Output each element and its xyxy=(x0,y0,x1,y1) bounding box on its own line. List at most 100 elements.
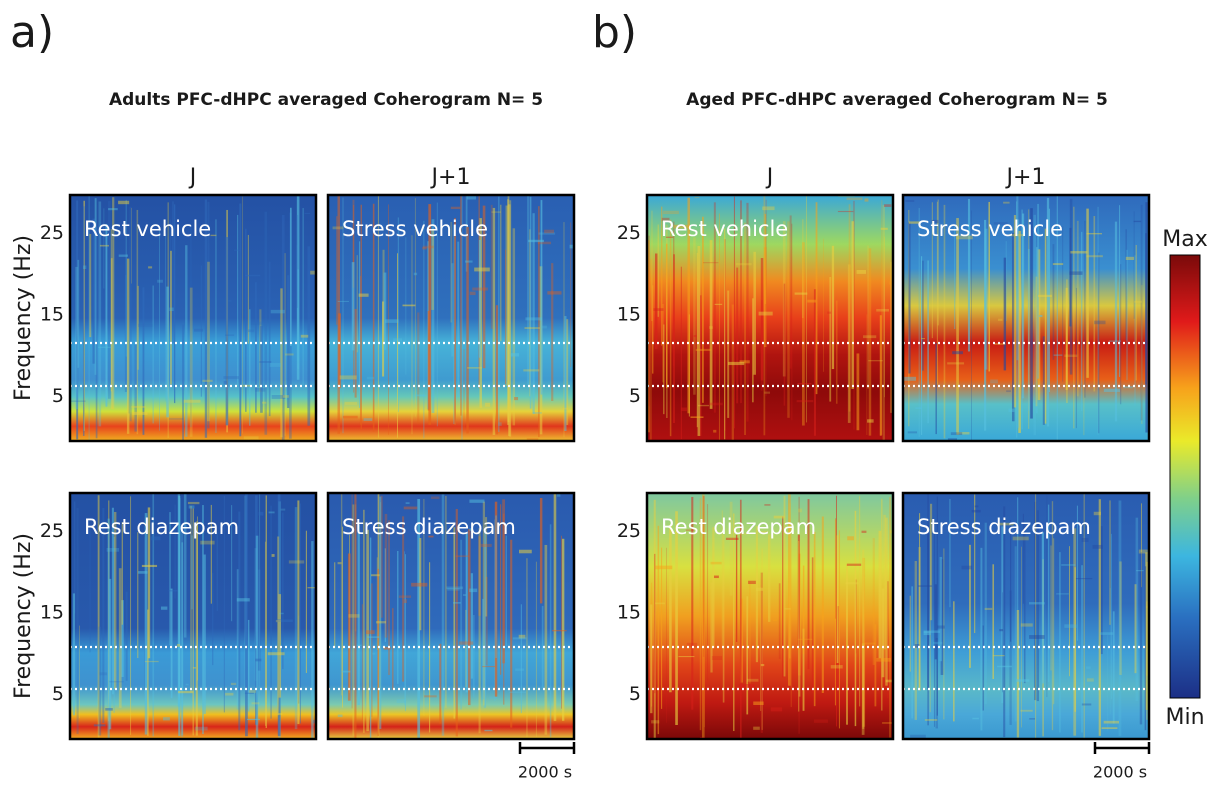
texture xyxy=(472,287,488,291)
texture xyxy=(239,203,242,437)
texture xyxy=(569,244,574,249)
texture xyxy=(82,265,87,269)
texture xyxy=(807,499,810,670)
texture xyxy=(1012,536,1029,541)
texture xyxy=(532,412,542,414)
scale-bar xyxy=(1093,742,1151,754)
texture xyxy=(764,504,771,506)
texture xyxy=(535,561,537,737)
texture xyxy=(721,510,723,647)
texture xyxy=(469,528,473,531)
texture xyxy=(89,233,92,338)
texture xyxy=(207,201,210,429)
texture xyxy=(544,229,555,234)
coherogram xyxy=(70,493,316,739)
texture xyxy=(669,219,672,437)
texture xyxy=(787,221,790,418)
texture xyxy=(675,511,678,726)
texture xyxy=(551,630,567,632)
coherogram xyxy=(903,493,1149,739)
texture xyxy=(469,291,476,296)
texture xyxy=(1020,623,1033,627)
texture xyxy=(673,224,690,229)
texture xyxy=(949,498,951,608)
texture xyxy=(99,244,110,247)
texture xyxy=(255,535,259,739)
texture xyxy=(882,205,885,441)
texture xyxy=(1080,231,1083,411)
texture xyxy=(340,493,343,696)
texture xyxy=(1100,526,1103,655)
texture xyxy=(703,526,705,728)
texture xyxy=(121,522,123,625)
texture xyxy=(712,527,715,648)
texture xyxy=(1109,500,1111,625)
colorbar xyxy=(1169,254,1201,699)
texture xyxy=(470,573,473,679)
texture xyxy=(907,431,918,434)
texture xyxy=(152,285,154,424)
texture xyxy=(383,272,387,350)
texture xyxy=(474,267,490,272)
plot-frame xyxy=(68,193,318,443)
texture xyxy=(388,520,390,676)
texture xyxy=(337,562,342,565)
texture xyxy=(356,644,362,646)
texture xyxy=(1051,501,1054,731)
texture xyxy=(351,262,355,351)
texture xyxy=(465,260,473,263)
texture xyxy=(110,258,113,409)
texture xyxy=(525,317,543,321)
texture xyxy=(758,531,769,534)
texture xyxy=(1006,390,1011,393)
texture xyxy=(344,401,358,405)
texture xyxy=(867,419,874,423)
texture xyxy=(225,237,229,426)
texture xyxy=(169,512,171,646)
texture xyxy=(955,235,973,240)
texture xyxy=(1086,233,1102,235)
texture xyxy=(937,199,939,326)
texture xyxy=(382,301,385,377)
texture xyxy=(709,402,723,406)
texture xyxy=(974,505,979,508)
texture xyxy=(686,642,698,647)
texture xyxy=(770,707,783,712)
texture xyxy=(392,608,394,690)
texture xyxy=(244,692,254,694)
texture xyxy=(835,518,837,619)
texture xyxy=(231,505,233,622)
texture xyxy=(846,564,848,725)
texture xyxy=(655,565,673,570)
texture xyxy=(701,494,705,739)
texture xyxy=(1017,219,1020,428)
texture xyxy=(1041,532,1044,684)
texture xyxy=(193,328,204,332)
texture xyxy=(918,547,922,691)
texture xyxy=(356,255,358,353)
texture xyxy=(147,609,149,736)
texture xyxy=(342,670,351,673)
texture xyxy=(1135,517,1139,701)
texture xyxy=(178,691,194,694)
texture xyxy=(927,525,929,689)
texture xyxy=(846,197,863,201)
texture xyxy=(1134,255,1136,406)
texture xyxy=(561,538,565,721)
texture xyxy=(838,530,841,729)
texture xyxy=(342,197,344,434)
texture xyxy=(166,286,169,418)
texture xyxy=(1097,206,1099,435)
texture xyxy=(764,213,767,304)
texture xyxy=(202,505,204,735)
texture xyxy=(807,299,816,303)
texture xyxy=(354,493,357,739)
texture xyxy=(358,293,369,297)
texture xyxy=(836,535,839,664)
texture xyxy=(337,714,343,718)
texture xyxy=(787,494,791,686)
texture xyxy=(876,308,889,312)
texture xyxy=(225,692,234,696)
texture xyxy=(782,516,784,678)
texture xyxy=(498,422,502,426)
